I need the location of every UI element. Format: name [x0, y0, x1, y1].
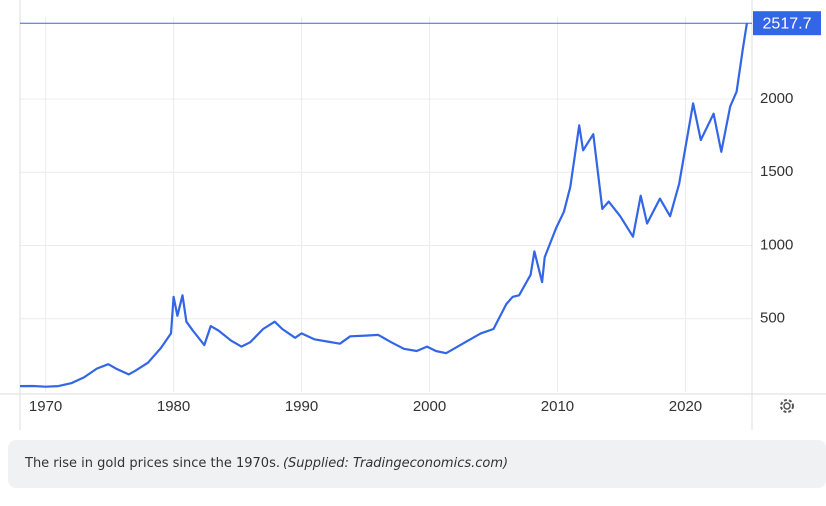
caption-source: (Supplied: Tradingeconomics.com) — [282, 456, 509, 471]
last-value-box — [753, 11, 821, 36]
y-tick-label: 1000 — [760, 236, 793, 253]
y-tick-label: 500 — [760, 310, 785, 327]
last-value-label: 2517.7 — [763, 15, 812, 32]
y-tick-label: 1500 — [760, 163, 793, 180]
x-tick-label: 2010 — [541, 398, 574, 415]
y-tick-label: 2000 — [760, 90, 793, 107]
x-tick-label: 1970 — [29, 398, 62, 415]
x-tick-label: 2000 — [413, 398, 446, 415]
chart: 500 1000 1500 2000 1970 1980 1990 2000 2010 2020 2… — [0, 0, 826, 430]
caption: The rise in gold prices since the 1970s.… — [8, 440, 826, 488]
x-tick-label: 1980 — [157, 398, 190, 415]
price-line — [19, 23, 748, 388]
settings-icon[interactable] — [780, 399, 794, 413]
x-tick-label: 2020 — [669, 398, 702, 415]
x-tick-label: 1990 — [285, 398, 318, 415]
caption-text: The rise in gold prices since the 1970s. — [25, 456, 280, 471]
